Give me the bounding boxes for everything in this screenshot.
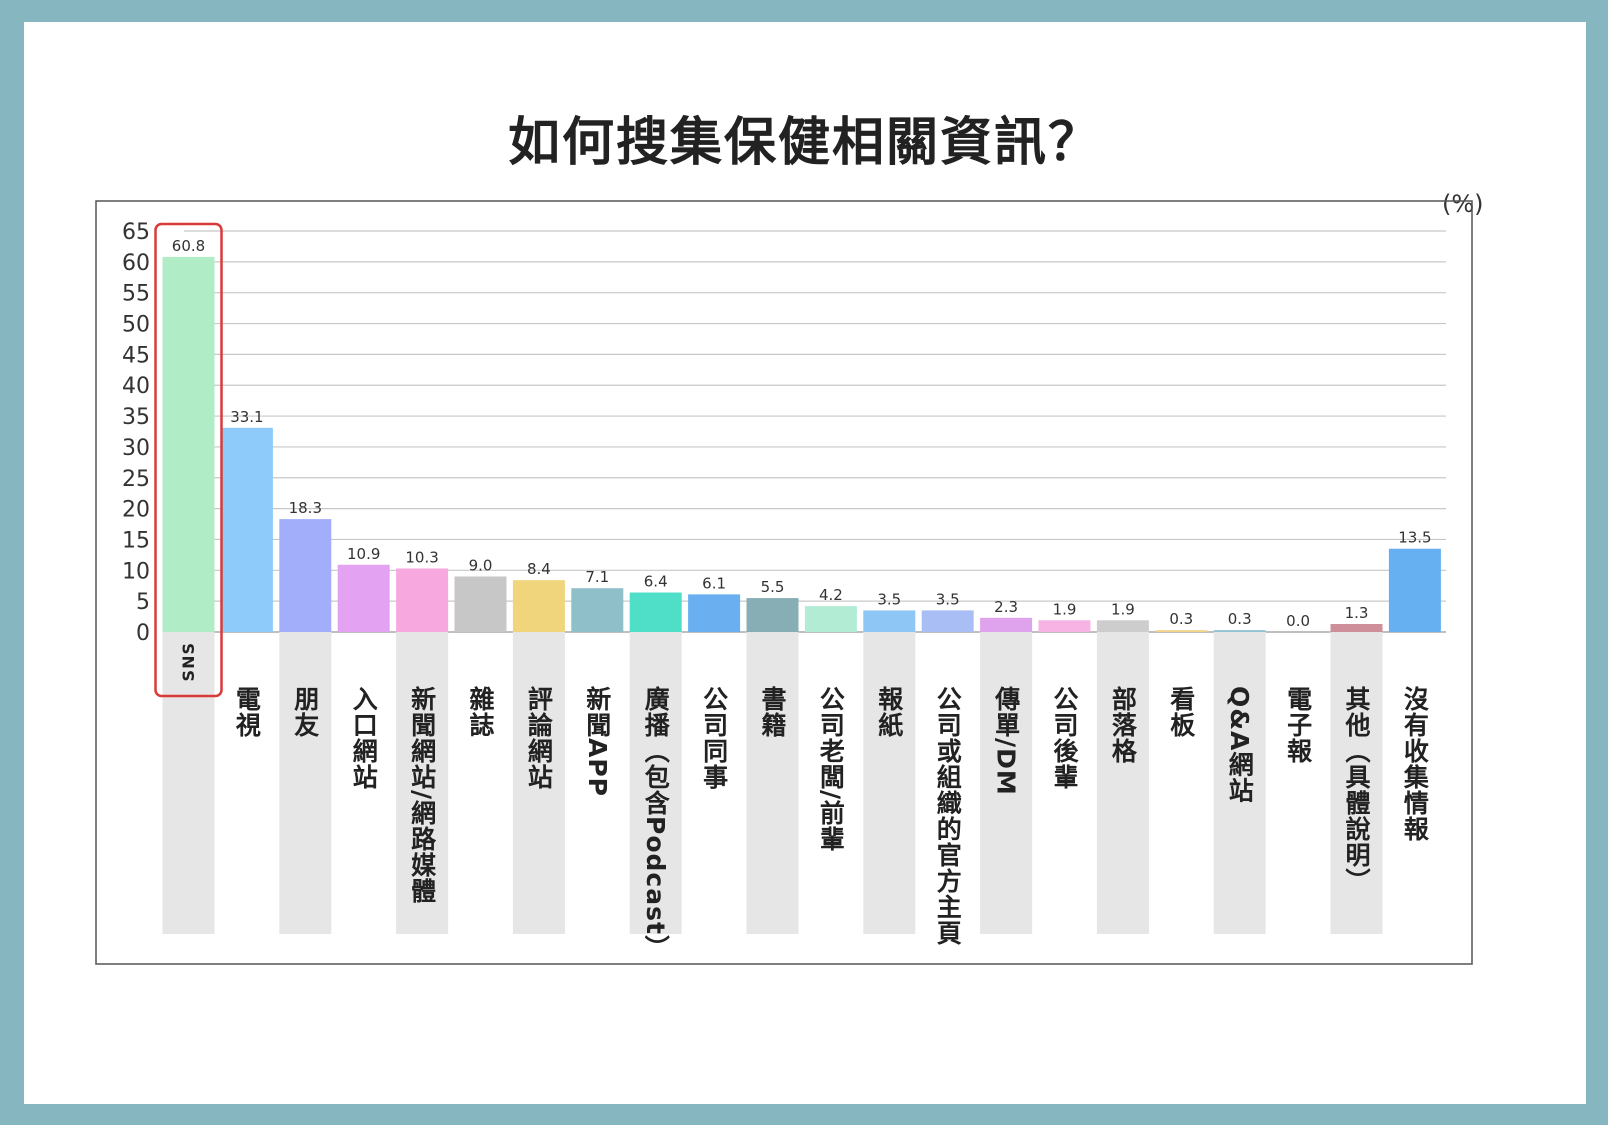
- bar-2: [220, 427, 273, 632]
- bar-1: [162, 256, 215, 632]
- value-label: 0.3: [1169, 610, 1193, 628]
- bar-15: [980, 617, 1033, 632]
- category-label: 電子報: [1283, 686, 1313, 764]
- y-tick-label: 20: [122, 498, 150, 523]
- value-label: 10.3: [405, 548, 438, 566]
- highlight-box: [154, 222, 223, 698]
- category-label: 公司或組織的官方主頁: [933, 686, 963, 946]
- category-label: 電視: [232, 686, 262, 738]
- value-label: 1.3: [1345, 604, 1369, 622]
- plot-frame: [95, 200, 1473, 965]
- value-label: 2.3: [994, 598, 1018, 616]
- label-strip: [863, 632, 916, 934]
- category-label: 公司老闆/前輩: [816, 686, 846, 853]
- bar-chart: 0 5 10 15 20 25 30 35 40 45 50 55 60 65 60.8 33.1 18.3 10…: [95, 200, 1473, 965]
- y-tick-label: 65: [122, 220, 150, 245]
- value-label: 8.4: [527, 560, 551, 578]
- bar-14: [921, 610, 974, 632]
- category-label: 公司後輩: [1050, 686, 1079, 790]
- bar-6: [454, 576, 507, 632]
- value-label: 6.1: [702, 574, 726, 592]
- value-label: 0.0: [1286, 612, 1310, 630]
- value-label: 33.1: [230, 408, 263, 426]
- value-label: 1.9: [1053, 600, 1077, 618]
- value-label: 9.0: [469, 556, 493, 574]
- label-strip: [629, 632, 682, 934]
- value-label: 13.5: [1398, 529, 1431, 547]
- category-label: 報紙: [874, 686, 904, 738]
- category-label: SNS: [178, 642, 198, 682]
- category-label: 評論網站: [524, 686, 554, 790]
- label-strip: [1213, 632, 1266, 934]
- category-label: Q&A網站: [1225, 686, 1255, 804]
- bar-3: [279, 519, 332, 632]
- category-label: 入口網站: [349, 686, 379, 790]
- label-strip: [162, 632, 215, 934]
- bar-22: [1388, 548, 1441, 632]
- unit-label: (%): [1442, 190, 1484, 218]
- value-label: 18.3: [289, 499, 322, 517]
- category-label: 朋友: [290, 686, 320, 738]
- label-strip: [1096, 632, 1149, 934]
- y-tick-label: 15: [122, 528, 150, 553]
- bar-17: [1096, 620, 1149, 632]
- category-label: 公司同事: [699, 686, 729, 790]
- value-label: 10.9: [347, 545, 380, 563]
- value-label: 4.2: [819, 586, 843, 604]
- value-label: 1.9: [1111, 600, 1135, 618]
- value-label: 3.5: [936, 590, 960, 608]
- bar-19: [1213, 630, 1266, 632]
- bar-12: [804, 606, 857, 632]
- y-tick-label: 35: [122, 405, 150, 430]
- value-label: 5.5: [761, 578, 785, 596]
- value-label: 3.5: [877, 590, 901, 608]
- bar-9: [629, 592, 682, 632]
- bar-8: [571, 588, 624, 632]
- y-tick-label: 0: [136, 621, 150, 646]
- label-strip: [279, 632, 332, 934]
- bar-18: [1155, 630, 1208, 632]
- label-strip: [1330, 632, 1383, 934]
- category-label: 新聞APP: [582, 686, 612, 797]
- chart-card: 如何搜集保健相關資訊？ (%) 0 5 10 15 20 25 30 35 40 45 50 55 60…: [24, 22, 1586, 1104]
- y-tick-label: 55: [122, 282, 150, 307]
- category-label: 看板: [1166, 686, 1196, 738]
- bar-21: [1330, 623, 1383, 632]
- y-tick-label: 45: [122, 343, 150, 368]
- y-tick-label: 40: [122, 374, 150, 399]
- bar-5: [396, 568, 449, 632]
- bar-10: [688, 594, 741, 632]
- value-label: 0.3: [1228, 610, 1252, 628]
- label-strip: [512, 632, 565, 934]
- category-label: 雜誌: [466, 686, 495, 738]
- y-tick-label: 25: [122, 467, 150, 492]
- y-tick-label: 30: [122, 436, 150, 461]
- category-label: 廣播（包含Podcast）: [641, 686, 671, 961]
- category-label: 部落格: [1108, 686, 1138, 764]
- category-label: 其他（具體說明）: [1342, 686, 1371, 894]
- value-label: 7.1: [585, 568, 609, 586]
- y-tick-label: 5: [136, 590, 150, 615]
- category-label: 新聞網站/網路媒體: [407, 686, 437, 905]
- chart-title: 如何搜集保健相關資訊？: [507, 113, 1102, 173]
- bar-11: [746, 598, 799, 632]
- bar-16: [1038, 620, 1091, 632]
- label-strip: [396, 632, 449, 934]
- y-tick-label: 60: [122, 251, 150, 276]
- bar-4: [337, 564, 390, 632]
- value-label: 6.4: [644, 573, 668, 591]
- y-tick-label: 50: [122, 313, 150, 338]
- bar-7: [512, 580, 565, 632]
- value-label: 60.8: [172, 237, 205, 255]
- y-tick-label: 10: [122, 559, 150, 584]
- category-label: 書籍: [758, 686, 787, 738]
- category-label: 沒有收集情報: [1400, 686, 1430, 842]
- bar-13: [863, 610, 916, 632]
- label-strip: [746, 632, 799, 934]
- label-strip: [980, 632, 1033, 934]
- category-label: 傳單/DM: [991, 686, 1021, 796]
